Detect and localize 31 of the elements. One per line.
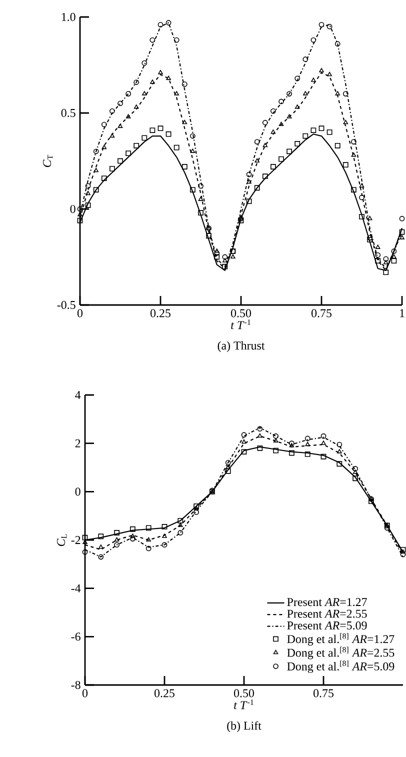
x-axis-title: t T$^{-1}$	[231, 319, 250, 330]
y-tick-label: -6	[71, 632, 80, 641]
x-tick-label: 0.50	[234, 689, 254, 698]
y-axis-title: C$_{T}$	[43, 154, 53, 168]
legend-label: Dong et al.$^{[8]}$ AR=1.27	[287, 633, 394, 646]
y-tick-label: 0	[70, 204, 76, 214]
text: (a) Thrust	[218, 341, 265, 352]
legend-label: Dong et al.$^{[8]}$ AR=5.09	[287, 660, 394, 673]
y-tick-label: 1.0	[62, 12, 76, 22]
y-tick-label: 0.5	[61, 108, 76, 118]
legend-label: Present AR=1.27	[287, 598, 367, 606]
x-tick-label: 0.75	[313, 689, 334, 698]
x-tick-label: 0.25	[154, 689, 174, 698]
x-tick-label: 0.75	[311, 309, 332, 318]
legend-label: Present AR=2.55	[287, 610, 367, 618]
text: (b) Lift	[227, 721, 262, 732]
y-tick-label: -4	[71, 584, 81, 592]
x-axis-title: t T$^{-1}$	[234, 699, 254, 710]
y-tick-label: -2	[71, 536, 80, 544]
y-tick-label: -0.5	[57, 300, 76, 310]
legend-label: Dong et al.$^{[8]}$ AR=2.55	[287, 646, 394, 660]
y-axis-title: C$_{L}$	[56, 534, 67, 546]
x-tick-label: 0	[82, 689, 88, 698]
x-tick-label: 0.50	[230, 309, 251, 318]
y-tick-label: -8	[71, 680, 80, 690]
y-tick-label: 4	[75, 391, 81, 399]
x-tick-label: 0.25	[150, 309, 170, 318]
x-tick-label: 1	[400, 309, 404, 318]
y-tick-label: 0	[75, 488, 80, 496]
y-tick-label: 2	[75, 439, 80, 448]
legend-label: Present AR=5.09	[287, 621, 367, 630]
